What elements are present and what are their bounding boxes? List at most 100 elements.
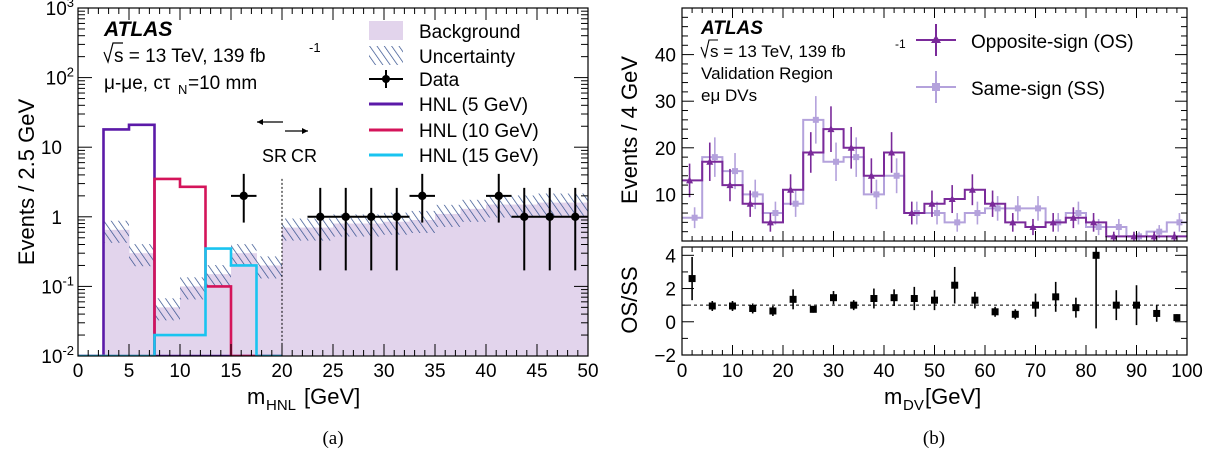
legend-background: Background	[419, 22, 520, 43]
ss-marker	[1095, 224, 1102, 231]
atlas-label-b: ATLAS	[700, 18, 763, 39]
ss-marker	[974, 210, 981, 217]
os-marker	[1029, 223, 1037, 231]
x-tick-label: 80	[1075, 361, 1096, 382]
x-tick-label: 10	[169, 361, 190, 382]
ss-marker	[994, 205, 1001, 212]
ratio-marker	[931, 296, 938, 304]
region-arrows: SR CR	[257, 119, 317, 166]
x-axis-title-a: m HNL [GeV]	[247, 384, 360, 414]
ss-marker	[934, 210, 941, 217]
ratio-marker	[971, 296, 979, 304]
ss-marker	[711, 154, 718, 161]
ss-marker	[732, 168, 739, 175]
uncertainty-bin	[231, 244, 257, 267]
x-tick-label: 0	[73, 361, 84, 382]
os-marker	[1170, 232, 1178, 240]
y-axis-title-b: Events / 4 GeV	[617, 56, 642, 204]
background-bin	[231, 253, 257, 356]
ss-marker	[772, 210, 779, 217]
os-marker	[1049, 218, 1057, 226]
ss-marker	[853, 154, 860, 161]
ss-marker	[792, 200, 799, 207]
ss-marker	[1115, 224, 1122, 231]
os-marker	[1150, 232, 1158, 240]
ss-marker	[833, 158, 840, 165]
x-ticks-b	[681, 8, 1188, 241]
x-tick-label: 5	[124, 361, 135, 382]
os-marker	[888, 148, 896, 156]
os-histogram-line	[682, 128, 1187, 238]
ss-marker	[1156, 228, 1163, 235]
y-tick-label: 102	[46, 65, 74, 90]
panel-a: 0 5 10 15 20 25 30 35 40 45 50 10-2 10-1 1 10 102 103 S…	[14, 0, 599, 449]
y-tick-label: 20	[655, 139, 676, 160]
os-marker	[726, 181, 734, 189]
x-tick-label: 70	[1025, 361, 1046, 382]
legend-hnl5: HNL (5 GeV)	[419, 95, 528, 116]
os-marker	[827, 125, 835, 133]
x-axis-title-b: m DV [GeV]	[884, 384, 981, 414]
os-marker	[989, 199, 997, 207]
data-point	[392, 212, 401, 221]
ratio-marker	[1052, 293, 1060, 301]
uncertainty-bin	[129, 244, 155, 267]
ratio-marker	[850, 301, 858, 309]
background-bin	[129, 253, 155, 356]
legend-hnl10: HNL (10 GeV)	[419, 121, 539, 142]
y-ticks-ratio: −2 0 2 4	[654, 246, 1187, 367]
legend-ss: Same-sign (SS)	[971, 79, 1105, 100]
ss-marker	[691, 214, 698, 221]
svg-text:s = 13 TeV, 139 fb: s = 13 TeV, 139 fb	[114, 46, 266, 67]
svg-text:m: m	[247, 384, 265, 409]
legend-b: Opposite-sign (OS) Same-sign (SS)	[916, 24, 1134, 103]
ratio-marker	[1173, 314, 1181, 322]
data-point	[520, 212, 529, 221]
uncertainty-bin	[435, 204, 461, 227]
ss-marker	[893, 172, 900, 179]
ratio-marker	[951, 281, 959, 289]
y-tick-label: −2	[654, 346, 676, 367]
legend-swatch-data	[369, 70, 403, 88]
x-tick-label: 60	[974, 361, 995, 382]
channel-label-b: eμ DVs	[701, 86, 757, 105]
legend-data: Data	[419, 70, 460, 91]
os-histogram	[682, 106, 1187, 241]
ratio-marker	[1032, 301, 1039, 309]
data-point	[239, 191, 248, 201]
os-marker	[928, 199, 936, 207]
ss-marker	[1176, 219, 1183, 226]
ss-marker	[752, 191, 759, 198]
y-ticks-b: 10 20 30 40	[655, 7, 1187, 242]
data-point	[316, 212, 325, 221]
svg-text:-1: -1	[309, 40, 321, 55]
data-point	[341, 212, 350, 221]
channel-label-a: μ-μe, cτ N =10 mm	[104, 73, 257, 97]
os-marker	[948, 195, 956, 203]
data-point	[545, 212, 554, 221]
x-tick-label: 100	[1171, 361, 1203, 382]
data-point	[494, 191, 503, 201]
ratio-marker	[1072, 304, 1080, 312]
legend-swatch-uncertainty	[369, 46, 403, 65]
svg-text:-1: -1	[895, 37, 906, 51]
data-point	[418, 191, 427, 201]
background-bin	[409, 219, 436, 356]
x-tick-label: 15	[220, 361, 241, 382]
y-tick-label: 10-1	[41, 273, 74, 298]
y-tick-label: 10-2	[41, 343, 74, 368]
ratio-marker	[729, 302, 736, 310]
legend-swatch-os	[916, 24, 956, 56]
svg-text:s = 13 TeV, 139 fb: s = 13 TeV, 139 fb	[710, 42, 846, 61]
legend-uncertainty: Uncertainty	[419, 47, 516, 68]
ratio-marker	[870, 295, 878, 303]
data-points	[231, 173, 588, 271]
ratio-marker	[708, 302, 716, 310]
ratio-marker	[910, 295, 918, 303]
legend-swatch-ss	[916, 71, 956, 103]
x-tick-label: 40	[873, 361, 894, 382]
svg-text:HNL: HNL	[266, 397, 296, 414]
background-bin	[103, 229, 130, 356]
os-marker	[1130, 232, 1138, 240]
svg-text:μ-μe, cτ: μ-μe, cτ	[104, 73, 171, 94]
